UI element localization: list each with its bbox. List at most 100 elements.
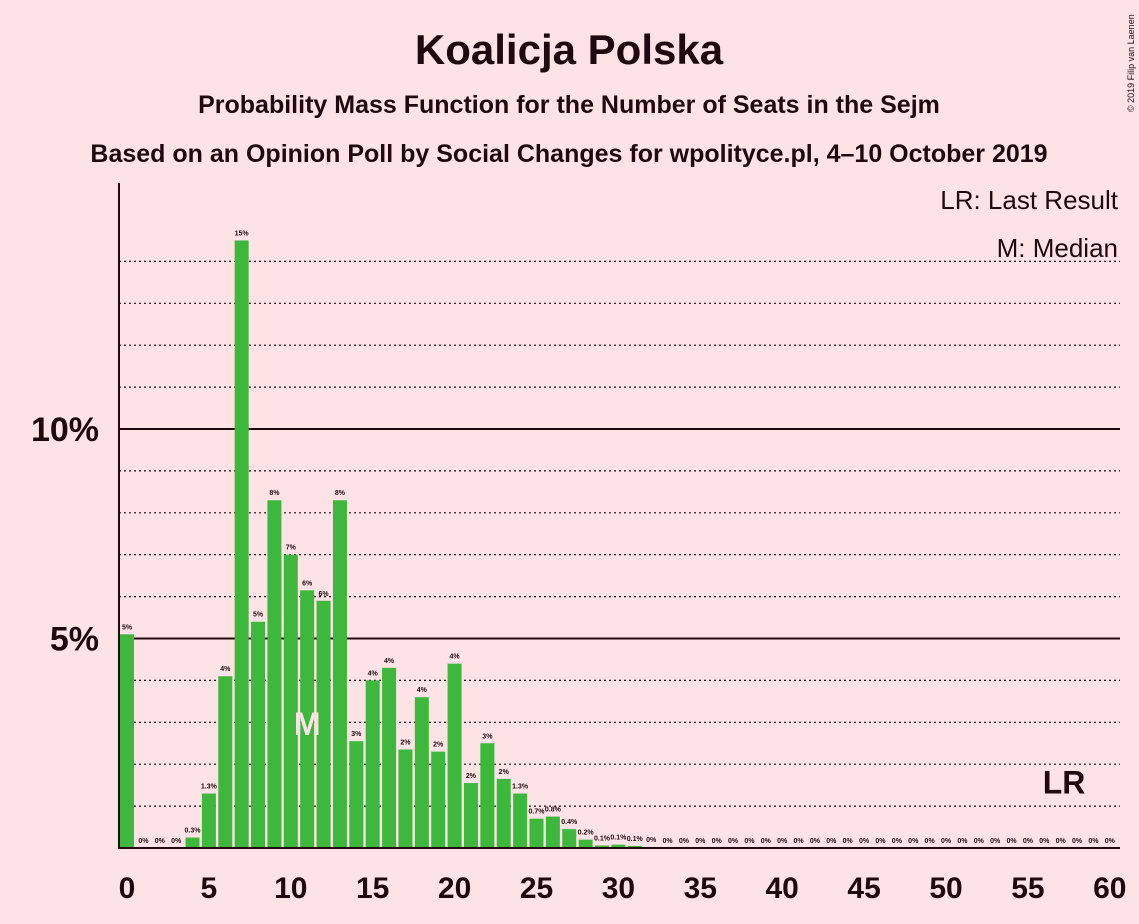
bar [627,845,642,848]
x-axis-labels: 0 5 10 15 20 25 30 35 40 45 50 55 60 [119,872,1127,905]
data-label: 2% [433,742,444,749]
bar [398,749,413,848]
x-tick-label: 40 [766,872,799,905]
x-tick-label: 30 [602,872,635,905]
data-label: 0% [1023,838,1034,845]
bar [185,837,200,848]
x-tick-label: 55 [1011,872,1044,905]
data-label: 2% [400,740,411,747]
data-label: 0% [712,838,723,845]
bar [349,741,364,848]
bar [431,751,446,848]
data-label: 5% [122,624,133,631]
y-tick-label-bg [14,612,104,657]
bar [365,680,380,848]
x-tick-label: 15 [356,872,389,905]
bar [463,783,478,848]
chart-title: Koalicja Polska [415,26,724,73]
data-label: 7% [286,545,297,552]
bar [382,667,397,848]
data-label: 0% [777,838,788,845]
bar [496,778,511,848]
data-label: 4% [368,670,379,677]
data-label: 0.8% [545,807,562,814]
bar [595,845,610,848]
data-label: 0% [761,838,772,845]
x-tick-label: 0 [119,872,136,905]
x-tick-label: 5 [201,872,218,905]
copyright-text: © 2019 Filip van Laenen [1126,14,1136,112]
data-label: 0% [908,838,919,845]
data-label: 0% [1006,838,1017,845]
data-label: 0.1% [627,836,644,843]
data-label: 0% [728,838,739,845]
data-label: 5% [253,612,264,619]
x-tick-label: 35 [684,872,717,905]
data-label: 15% [235,230,250,237]
data-label: 0.3% [185,828,202,835]
y-tick-label-bg [14,403,104,447]
y-axis-labels: 5% 10% [14,403,104,659]
bars [120,240,659,848]
data-label: 0% [826,838,837,845]
data-label: 2% [499,769,510,776]
data-label: 0% [171,838,182,845]
data-label: 0% [155,838,166,845]
data-label: 0% [941,838,952,845]
data-label: 0% [843,838,854,845]
data-label: 0.1% [594,835,611,842]
data-label: 0% [794,838,805,845]
data-label: 0% [1105,838,1116,845]
x-tick-label: 10 [274,872,307,905]
bar [201,793,216,848]
bar [414,697,429,848]
bar [251,621,266,848]
data-label: 0.4% [561,819,578,826]
data-label: 0% [646,837,657,844]
data-label: 4% [450,654,461,661]
data-label: 0% [1039,838,1050,845]
legend-last-result: LR: Last Result [940,185,1119,215]
data-label: 4% [220,666,231,673]
data-label: 0% [744,838,755,845]
y-tick-label: 5% [50,621,99,659]
bar [218,676,233,848]
data-label: 0% [875,838,886,845]
bar [529,818,544,848]
data-label: 0% [1056,838,1067,845]
data-label: 4% [417,687,428,694]
data-label: 0% [662,838,673,845]
x-tick-label: 25 [520,872,553,905]
data-label: 2% [466,773,477,780]
last-result-marker: LR [1043,765,1086,801]
data-label: 0% [957,838,968,845]
median-marker: M [294,706,321,742]
data-label: 1.3% [512,784,529,791]
data-label: 8% [335,490,346,497]
x-tick-label: 45 [847,872,880,905]
bar [545,816,560,848]
data-label: 0% [925,838,936,845]
data-label: 1.3% [201,784,218,791]
chart-subtitle: Probability Mass Function for the Number… [198,91,940,119]
x-tick-label: 60 [1093,872,1126,905]
bar [283,554,298,848]
chart-subtitle-source: Based on an Opinion Poll by Social Chang… [90,140,1047,168]
data-label: 0% [859,838,870,845]
data-label: 6% [302,580,313,587]
x-tick-label: 20 [438,872,471,905]
y-tick-label: 10% [31,411,99,449]
data-label: 0.2% [578,830,595,837]
data-label: 6% [318,591,329,598]
data-label: 0.7% [529,809,546,816]
data-label: 0% [695,838,706,845]
bar [300,590,315,848]
bar [611,844,626,848]
bar [480,743,495,848]
data-label: 0.1% [610,835,627,842]
data-label: 3% [482,733,493,740]
data-label: 0% [1072,838,1083,845]
data-label: 8% [269,490,280,497]
bar [120,634,134,848]
